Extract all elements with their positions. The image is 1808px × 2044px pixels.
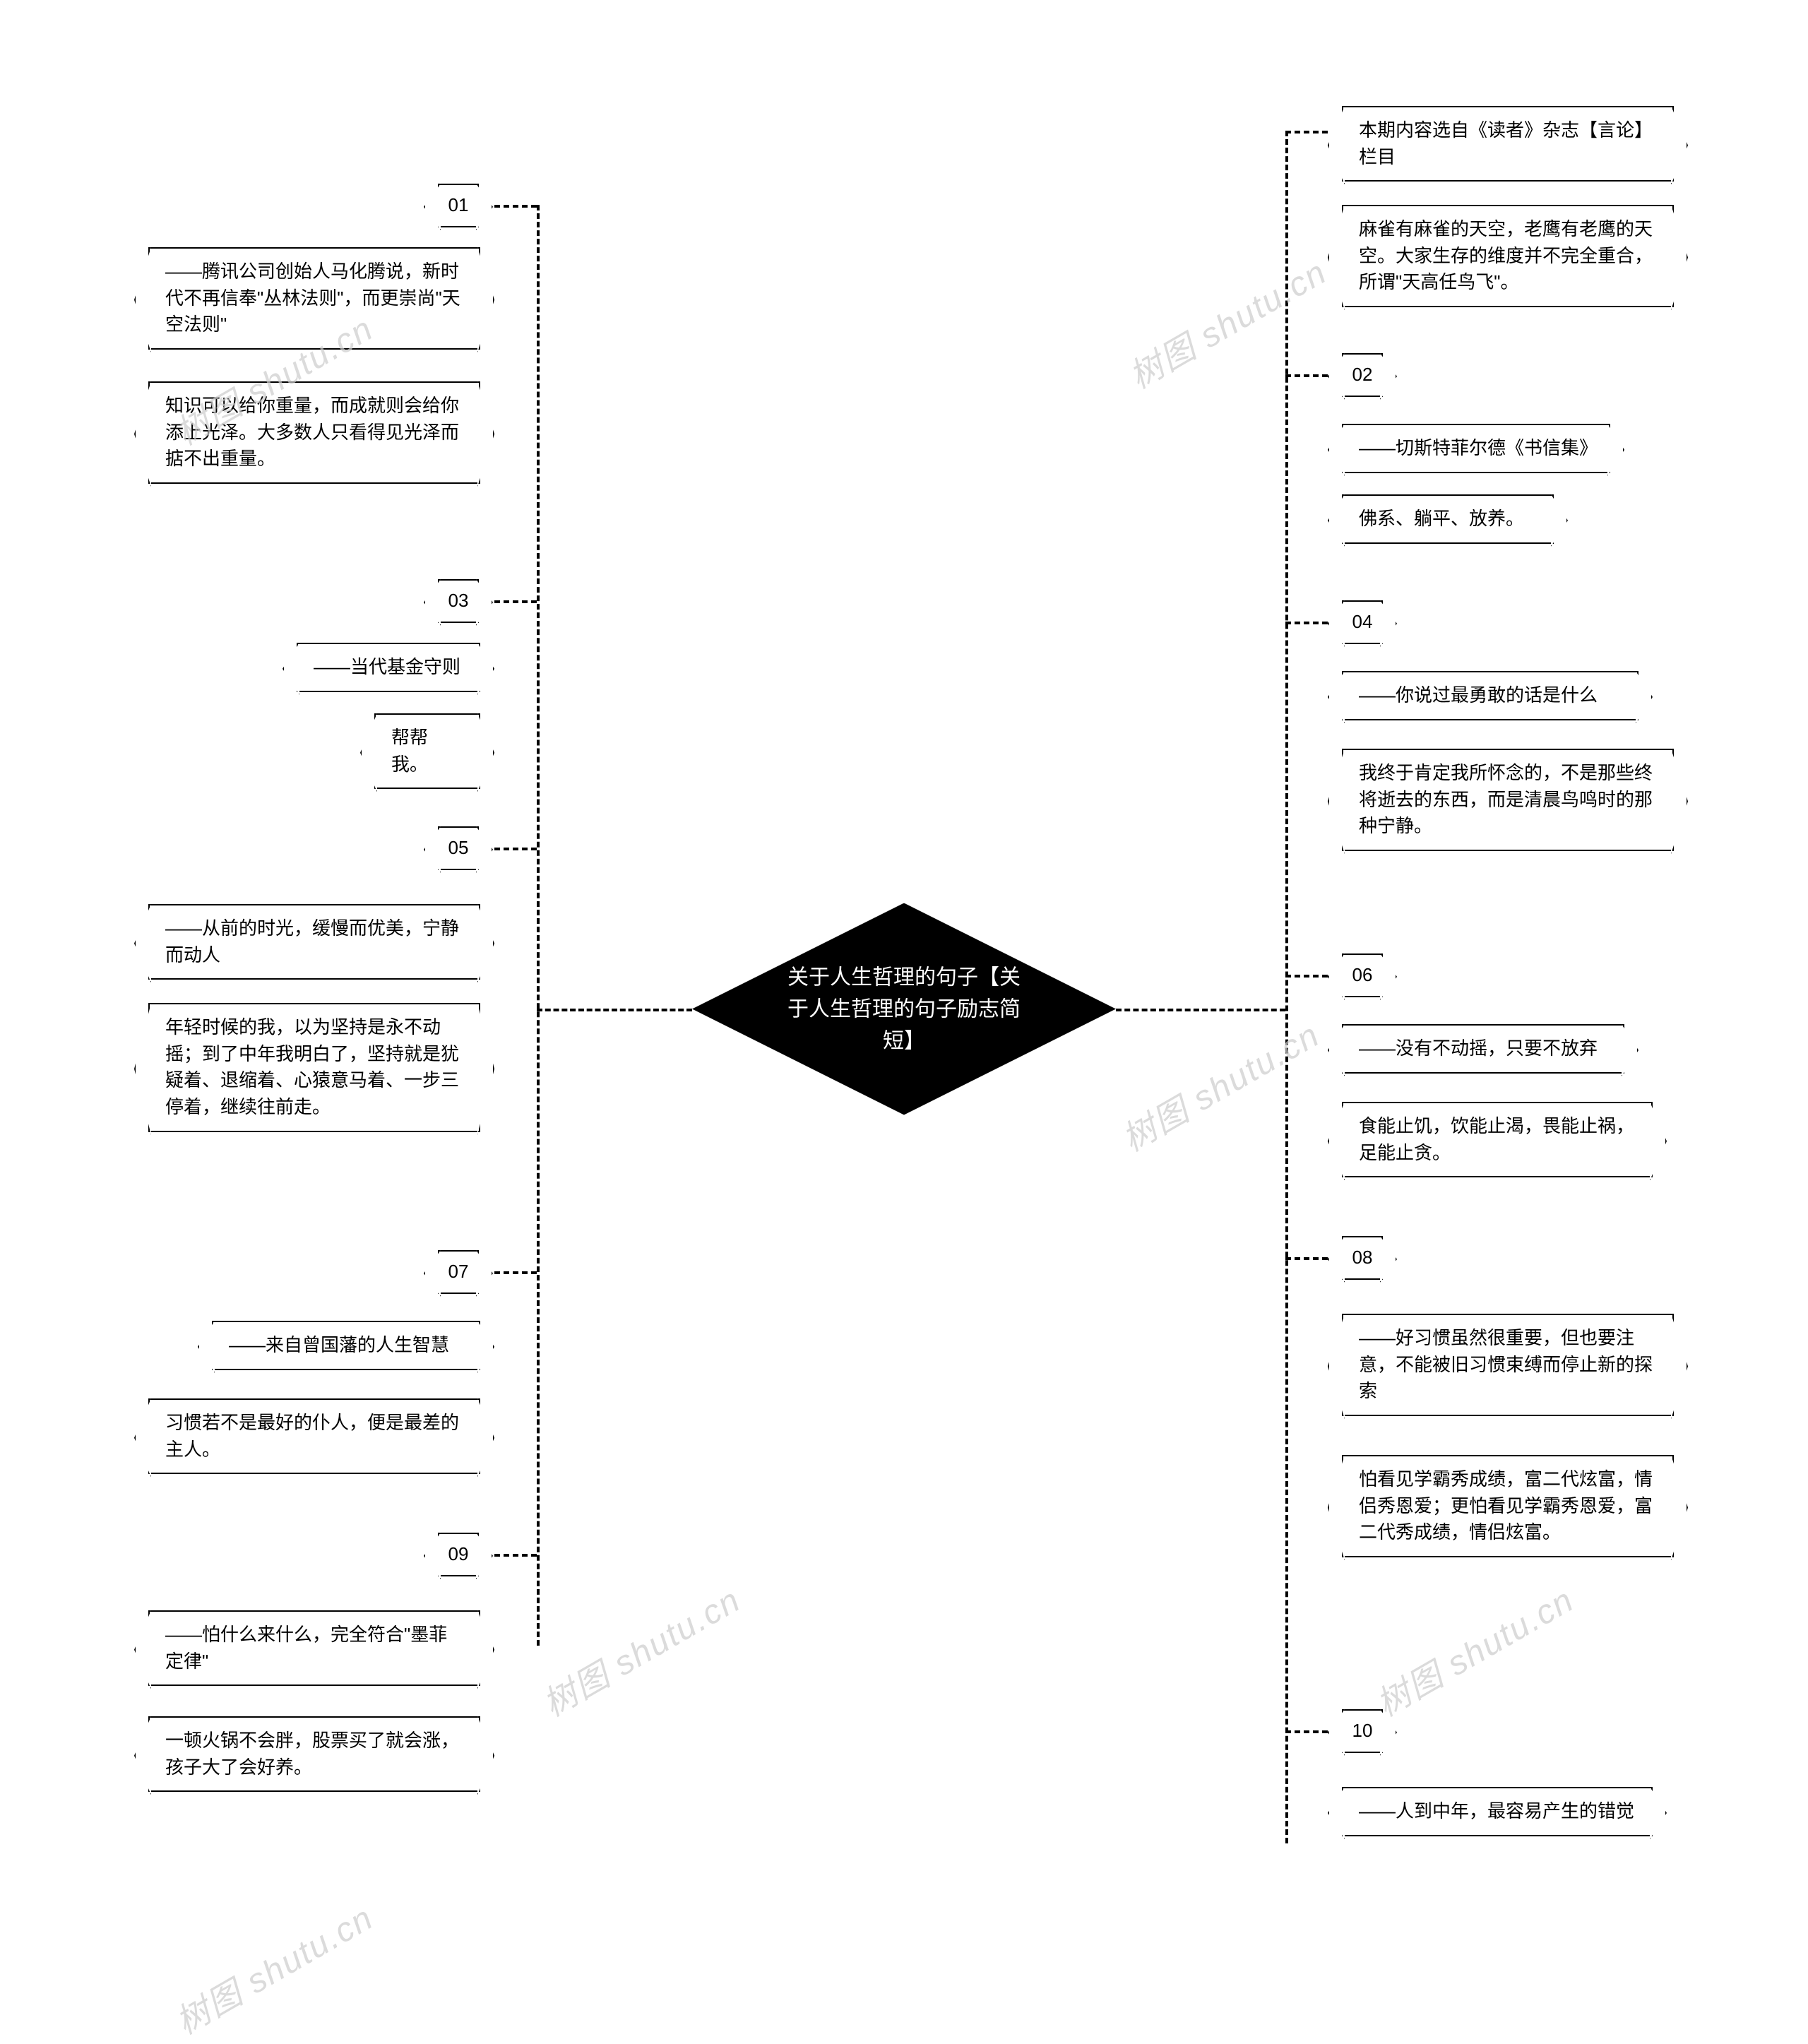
r02-a: ——切斯特菲尔德《书信集》 (1342, 424, 1610, 473)
watermark: 树图 shutu.cn (532, 1572, 748, 1725)
conn-l01 (494, 205, 537, 208)
l09-a: ——怕什么来什么，完全符合"墨菲定律" (148, 1610, 480, 1686)
l05-b: 年轻时候的我，以为坚持是永不动摇；到了中年我明白了，坚持就是犹疑着、退缩着、心猿… (148, 1003, 480, 1132)
r-intro-b: 麻雀有麻雀的天空，老鹰有老鹰的天空。大家生存的维度并不完全重合，所谓"天高任鸟飞… (1342, 205, 1674, 307)
conn-l07 (494, 1271, 537, 1274)
conn-r04 (1285, 622, 1328, 624)
r08-a: ——好习惯虽然很重要，但也要注意，不能被旧习惯束缚而停止新的探索 (1342, 1314, 1674, 1416)
conn-r08 (1285, 1257, 1328, 1260)
l07-b: 习惯若不是最好的仆人，便是最差的主人。 (148, 1398, 480, 1474)
r06-b: 食能止饥，饮能止渴，畏能止祸，足能止贪。 (1342, 1102, 1653, 1177)
conn-r10 (1285, 1730, 1328, 1733)
num-03: 03 (438, 579, 479, 623)
num-07: 07 (438, 1250, 479, 1294)
l05-a: ——从前的时光，缓慢而优美，宁静而动人 (148, 904, 480, 980)
r06-a: ——没有不动摇，只要不放弃 (1342, 1024, 1624, 1074)
num-01: 01 (438, 184, 479, 227)
conn-left-main (537, 1009, 692, 1011)
r04-b: 我终于肯定我所怀念的，不是那些终将逝去的东西，而是清晨鸟鸣时的那种宁静。 (1342, 749, 1674, 851)
num-06: 06 (1342, 953, 1383, 997)
conn-right-main (1116, 1009, 1285, 1011)
l01-a: ——腾讯公司创始人马化腾说，新时代不再信奉"丛林法则"，而更崇尚"天空法则" (148, 247, 480, 350)
center-title: 关于人生哲理的句子【关于人生哲理的句子励志简短】 (784, 961, 1024, 1057)
watermark: 树图 shutu.cn (1365, 1572, 1581, 1725)
num-04: 04 (1342, 600, 1383, 644)
num-09: 09 (438, 1533, 479, 1576)
conn-left-spine (537, 205, 540, 1646)
r08-b: 怕看见学霸秀成绩，富二代炫富，情侣秀恩爱；更怕看见学霸秀恩爱，富二代秀成绩，情侣… (1342, 1455, 1674, 1557)
conn-r02 (1285, 374, 1328, 377)
conn-l05 (494, 848, 537, 850)
conn-l03 (494, 600, 537, 603)
r-intro-a: 本期内容选自《读者》杂志【言论】栏目 (1342, 106, 1674, 182)
r04-a: ——你说过最勇敢的话是什么 (1342, 671, 1638, 720)
l01-b: 知识可以给你重量，而成就则会给你添上光泽。大多数人只看得见光泽而掂不出重量。 (148, 381, 480, 484)
conn-right-spine (1285, 131, 1288, 1843)
l09-b: 一顿火锅不会胖，股票买了就会涨，孩子大了会好养。 (148, 1716, 480, 1792)
l03-a: ——当代基金守则 (297, 643, 480, 692)
r02-b: 佛系、躺平、放养。 (1342, 494, 1554, 544)
mindmap-canvas: 关于人生哲理的句子【关于人生哲理的句子励志简短】 01 ——腾讯公司创始人马化腾… (0, 0, 1808, 2018)
r10-a: ——人到中年，最容易产生的错觉 (1342, 1787, 1653, 1836)
l03-b: 帮帮我。 (374, 713, 480, 789)
l07-a: ——来自曾国藩的人生智慧 (212, 1321, 480, 1370)
watermark: 树图 shutu.cn (1111, 1007, 1327, 1160)
num-10: 10 (1342, 1709, 1383, 1753)
num-08: 08 (1342, 1236, 1383, 1280)
conn-r06 (1285, 975, 1328, 978)
conn-r-intro (1285, 131, 1328, 133)
conn-l09 (494, 1554, 537, 1557)
center-node: 关于人生哲理的句子【关于人生哲理的句子励志简短】 (692, 903, 1116, 1115)
watermark: 树图 shutu.cn (165, 1890, 381, 2043)
num-02: 02 (1342, 353, 1383, 397)
num-05: 05 (438, 826, 479, 870)
